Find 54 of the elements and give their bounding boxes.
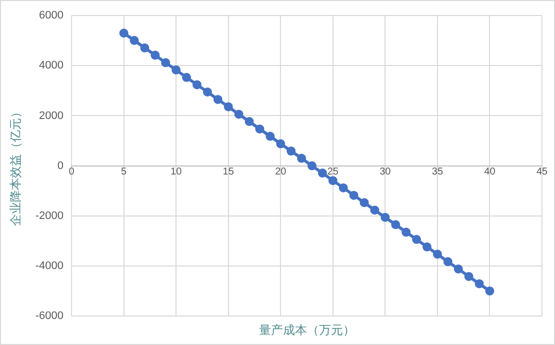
point [318,168,327,178]
point [328,176,338,186]
point [391,220,400,230]
point [443,257,452,266]
x-axis-title: 量产成本（万元） [258,323,355,337]
y-tick-label: -4000 [35,260,64,272]
point [474,279,484,288]
point [422,242,432,252]
point [432,250,442,259]
x-tick-label: 0 [68,166,75,178]
point [161,58,170,68]
x-tick-label: 30 [380,166,392,178]
y-tick-label: -6000 [35,310,64,322]
point [234,110,244,119]
point [150,50,160,60]
point [338,183,348,192]
point [140,43,150,52]
point [213,94,222,104]
x-tick-label: 15 [222,166,234,178]
point [119,28,128,38]
point [297,154,306,163]
y-tick-label: 4000 [39,60,64,72]
point [380,212,390,222]
y-tick-label: 6000 [39,10,64,22]
point [255,124,264,134]
y-tick-label: 2000 [39,110,64,122]
point [307,161,316,170]
x-tick-label: 45 [536,166,548,178]
point [485,286,494,296]
x-tick-label: 20 [275,166,287,178]
point [464,272,474,281]
point [276,139,286,148]
x-tick-label: 10 [170,166,182,178]
x-tick-label: 5 [121,166,128,178]
point [360,198,369,208]
y-tick-label: -2000 [35,210,64,222]
point [349,190,358,200]
point [454,264,463,274]
point [182,72,192,82]
point [370,206,380,215]
point [266,132,275,141]
x-tick-label: 25 [327,166,339,178]
point [202,87,212,96]
y-axis-title: 企业降本效益（亿元） [8,106,23,226]
point [172,65,181,74]
point [412,234,422,244]
point [402,228,411,237]
point [130,36,139,45]
x-tick-label: 40 [484,166,496,178]
point [224,102,233,112]
point [286,146,296,156]
x-tick-label: 35 [432,166,444,178]
point [244,116,254,126]
point [192,80,202,90]
